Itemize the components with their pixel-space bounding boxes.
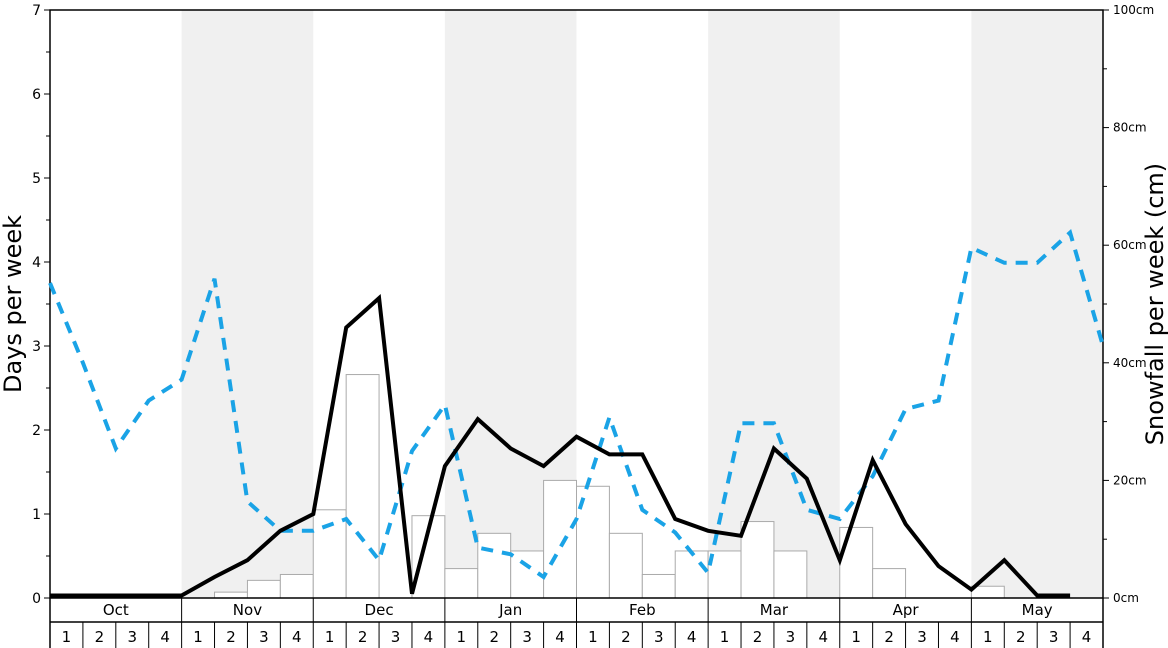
week-label: 1 bbox=[588, 628, 598, 646]
week-label: 3 bbox=[917, 628, 927, 646]
month-label-may: May bbox=[1022, 601, 1053, 619]
week-label: 4 bbox=[555, 628, 565, 646]
week-label: 1 bbox=[457, 628, 467, 646]
month-label-feb: Feb bbox=[629, 601, 656, 619]
y-tick-label: 6 bbox=[32, 87, 41, 103]
snowfall-bar bbox=[246, 579, 281, 599]
y-tick-label: 0 bbox=[32, 591, 41, 607]
snowfall-bar bbox=[608, 532, 643, 599]
y2-tick-label: 40cm bbox=[1113, 356, 1147, 370]
week-label: 1 bbox=[62, 628, 72, 646]
week-label: 2 bbox=[489, 628, 499, 646]
week-label: 4 bbox=[160, 628, 170, 646]
week-label: 3 bbox=[259, 628, 269, 646]
snowfall-bar bbox=[543, 479, 577, 599]
y-axis-label: Days per week bbox=[0, 215, 27, 393]
snowfall-bars bbox=[214, 374, 1005, 599]
snowfall-bar bbox=[641, 573, 676, 599]
y-tick-label: 5 bbox=[32, 171, 41, 187]
month-label-dec: Dec bbox=[365, 601, 394, 619]
month-band-mar bbox=[708, 10, 840, 598]
month-label-nov: Nov bbox=[233, 601, 262, 619]
snowfall-bar bbox=[345, 374, 380, 599]
week-label: 3 bbox=[522, 628, 532, 646]
y2-tick-label: 20cm bbox=[1113, 473, 1147, 487]
week-label: 4 bbox=[292, 628, 302, 646]
month-band-nov bbox=[181, 10, 314, 598]
y2-axis-label: Snowfall per week (cm) bbox=[1141, 163, 1168, 445]
dashed-series-line bbox=[48, 228, 1105, 580]
month-label-oct: Oct bbox=[103, 601, 129, 619]
snowfall-bar bbox=[740, 521, 775, 599]
days-per-week-line bbox=[50, 294, 1071, 598]
x-axis: Oct 1 2 3 4 Nov 1 2 3 4 Dec 1 2 3 4 Jan 1 2 3 4 Feb 1 2 3 4 Mar 1 2… bbox=[49, 598, 1104, 648]
month-label-jan: Jan bbox=[498, 601, 522, 619]
week-label: 1 bbox=[720, 628, 730, 646]
week-label: 4 bbox=[950, 628, 960, 646]
week-label: 1 bbox=[193, 628, 203, 646]
snowfall-bar bbox=[477, 532, 512, 599]
week-label: 4 bbox=[819, 628, 829, 646]
week-label: 4 bbox=[424, 628, 434, 646]
month-label-mar: Mar bbox=[760, 601, 789, 619]
y2-tick-label: 60cm bbox=[1113, 238, 1147, 252]
week-label: 3 bbox=[786, 628, 796, 646]
week-label: 2 bbox=[358, 628, 368, 646]
week-label: 3 bbox=[1049, 628, 1059, 646]
month-band-may bbox=[971, 10, 1103, 598]
month-label-apr: Apr bbox=[893, 601, 920, 619]
week-label: 2 bbox=[621, 628, 631, 646]
snowfall-bar bbox=[773, 550, 808, 599]
snowfall-bar bbox=[214, 591, 248, 599]
week-label: 2 bbox=[1016, 628, 1026, 646]
right-axis: 0cm 20cm 40cm 60cm 80cm 100cm bbox=[1103, 3, 1154, 605]
y-tick-label: 2 bbox=[32, 423, 41, 439]
y-tick-label: 1 bbox=[32, 507, 41, 523]
snowfall-bar bbox=[872, 568, 907, 599]
snowfall-bar bbox=[444, 568, 479, 599]
y2-tick-label: 100cm bbox=[1113, 3, 1154, 17]
week-label: 3 bbox=[127, 628, 137, 646]
y-tick-label: 3 bbox=[32, 339, 41, 355]
y2-tick-label: 0cm bbox=[1113, 591, 1139, 605]
week-label: 3 bbox=[391, 628, 401, 646]
month-bands bbox=[181, 10, 1103, 598]
y-tick-label: 4 bbox=[32, 255, 41, 271]
week-label: 3 bbox=[654, 628, 664, 646]
week-label: 1 bbox=[325, 628, 335, 646]
y-tick-label: 7 bbox=[32, 3, 41, 19]
week-label: 2 bbox=[95, 628, 105, 646]
week-label: 2 bbox=[884, 628, 894, 646]
week-label: 4 bbox=[1082, 628, 1092, 646]
week-label: 1 bbox=[983, 628, 993, 646]
snowfall-bar bbox=[674, 550, 709, 599]
snowfall-bar bbox=[839, 526, 874, 599]
left-axis: 0 1 2 3 4 5 6 7 bbox=[32, 3, 50, 607]
y2-tick-label: 80cm bbox=[1113, 121, 1147, 135]
snowfall-bar bbox=[970, 585, 1005, 599]
week-label: 2 bbox=[226, 628, 236, 646]
week-label: 2 bbox=[753, 628, 763, 646]
week-label: 1 bbox=[851, 628, 861, 646]
week-label: 4 bbox=[687, 628, 697, 646]
snowfall-bar bbox=[279, 573, 314, 599]
